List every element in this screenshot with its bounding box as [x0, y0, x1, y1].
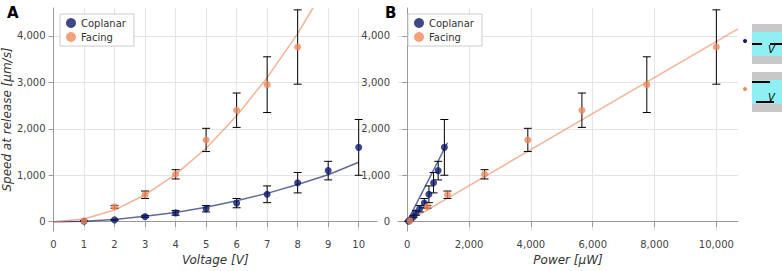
svg-text:0: 0	[39, 216, 45, 227]
svg-text:8: 8	[294, 239, 300, 250]
svg-text:Facing: Facing	[429, 32, 461, 43]
svg-text:V: V	[768, 44, 776, 55]
svg-text:Coplanar: Coplanar	[429, 18, 475, 29]
svg-text:B: B	[385, 4, 396, 22]
svg-text:2,000: 2,000	[361, 123, 390, 134]
svg-text:8,000: 8,000	[640, 239, 669, 250]
svg-text:0: 0	[50, 239, 56, 250]
svg-text:7: 7	[264, 239, 270, 250]
svg-text:6: 6	[233, 239, 239, 250]
svg-text:4,000: 4,000	[17, 30, 46, 41]
svg-text:Voltage [V]: Voltage [V]	[182, 253, 249, 267]
svg-text:5: 5	[203, 239, 209, 250]
svg-text:Speed at release [μm/s]: Speed at release [μm/s]	[0, 47, 14, 191]
svg-text:Facing: Facing	[81, 32, 113, 43]
svg-text:Coplanar: Coplanar	[81, 18, 127, 29]
svg-text:A: A	[7, 4, 19, 22]
svg-text:2,000: 2,000	[17, 123, 46, 134]
svg-text:3,000: 3,000	[17, 77, 46, 88]
svg-text:3: 3	[142, 239, 148, 250]
svg-text:1,000: 1,000	[17, 170, 46, 181]
svg-text:3,000: 3,000	[361, 77, 390, 88]
svg-text:4,000: 4,000	[517, 239, 546, 250]
svg-text:4,000: 4,000	[361, 30, 390, 41]
svg-text:Power [μW]: Power [μW]	[533, 253, 603, 267]
svg-text:0: 0	[384, 216, 390, 227]
svg-text:1: 1	[81, 239, 87, 250]
svg-text:4: 4	[172, 239, 178, 250]
svg-text:V: V	[768, 92, 776, 103]
svg-text:6,000: 6,000	[578, 239, 607, 250]
svg-text:9: 9	[325, 239, 331, 250]
svg-text:2,000: 2,000	[455, 239, 484, 250]
svg-text:2: 2	[111, 239, 117, 250]
svg-text:10,000: 10,000	[699, 239, 734, 250]
svg-text:1,000: 1,000	[361, 170, 390, 181]
svg-text:10: 10	[352, 239, 365, 250]
svg-text:0: 0	[404, 239, 410, 250]
